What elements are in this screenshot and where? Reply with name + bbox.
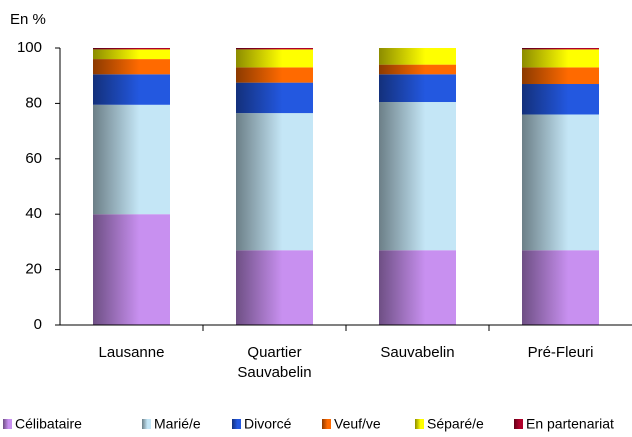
x-tick-label: Quartier Sauvabelin [237, 344, 312, 381]
legend-swatch [232, 419, 241, 429]
bar-segment [236, 250, 313, 325]
x-tick-label: Lausanne [98, 344, 165, 361]
bar-segment [93, 74, 170, 105]
y-tick-label: 60 [25, 150, 42, 167]
legend-swatch [3, 419, 12, 429]
bar-segment [379, 48, 456, 65]
bar-segment [93, 214, 170, 325]
bar-segment [236, 67, 313, 83]
legend-label: Veuf/ve [334, 416, 381, 432]
y-tick-label: 20 [25, 261, 42, 278]
bar-segment [93, 104, 170, 215]
legend-label: Séparé/e [427, 416, 484, 432]
bar-segment [379, 64, 456, 75]
legend-swatch [514, 419, 523, 429]
legend-label: En partenariat [526, 416, 614, 432]
bar-segment [379, 250, 456, 325]
bar-segment [236, 49, 313, 68]
bar-segment [236, 82, 313, 114]
bar-segment [236, 48, 313, 50]
legend-label: Célibataire [15, 416, 82, 432]
bar-segment [522, 250, 599, 325]
bar-segment [522, 49, 599, 68]
y-tick-label: 0 [34, 316, 42, 333]
y-tick-label: 40 [25, 205, 42, 222]
legend-label: Marié/e [154, 416, 201, 432]
bar-segment [522, 84, 599, 115]
bar-segment [522, 67, 599, 85]
bar-segment [236, 113, 313, 251]
legend-swatch [415, 419, 424, 429]
bar-segment [379, 102, 456, 251]
legend-label: Divorcé [244, 416, 292, 432]
bar-segment [93, 49, 170, 60]
legend-swatch [322, 419, 331, 429]
y-tick-label: 80 [25, 94, 42, 111]
y-tick-label: 100 [17, 39, 42, 56]
bar-segment [93, 48, 170, 50]
bar-segment [93, 59, 170, 75]
bar-segment [379, 74, 456, 103]
x-tick-label: Sauvabelin [380, 344, 455, 361]
legend-swatch [142, 419, 151, 429]
x-tick-label: Pré-Fleuri [527, 344, 594, 361]
bar-segment [522, 48, 599, 50]
bar-segment [522, 114, 599, 251]
y-axis-label: En % [10, 11, 46, 28]
